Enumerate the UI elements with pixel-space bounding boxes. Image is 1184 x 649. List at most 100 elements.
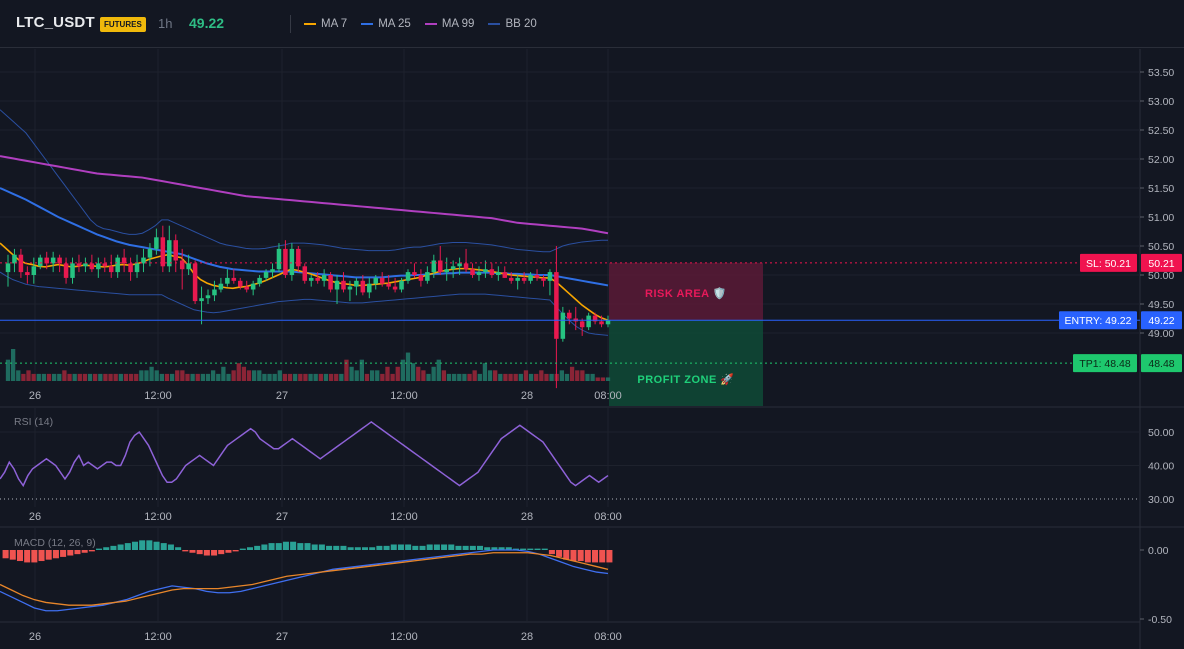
volume-bar (339, 373, 344, 381)
volume-bar (103, 373, 108, 381)
macd-histogram-bar (584, 550, 591, 563)
macd-histogram-bar (167, 544, 174, 550)
price-tick-label: 50.00 (1148, 270, 1174, 282)
macd-histogram-bar (196, 550, 203, 555)
time-tick-label: 28 (521, 631, 533, 643)
candle-body (115, 257, 120, 273)
macd-histogram-bar (512, 548, 519, 550)
time-tick-label: 26 (29, 511, 41, 523)
volume-bar (293, 373, 298, 381)
macd-histogram-bar (232, 550, 239, 552)
volume-bar (323, 373, 329, 381)
legend-item[interactable]: MA 25 (361, 17, 411, 31)
volume-bar (487, 370, 493, 381)
candle-body (231, 277, 237, 281)
macd-histogram-bar (96, 548, 103, 550)
volume-bar (513, 373, 518, 381)
price-tick-label: 49.50 (1148, 299, 1174, 311)
macd-histogram-bar (455, 545, 462, 550)
macd-histogram-bar (239, 548, 246, 550)
candle-body (425, 272, 430, 281)
timeframe-selector[interactable]: 1h (158, 16, 173, 31)
candle-body (238, 280, 243, 287)
macd-histogram-bar (124, 543, 131, 550)
volume-bar (185, 373, 190, 381)
symbol-name[interactable]: LTC_USDT (16, 14, 95, 31)
candle-body (218, 283, 224, 290)
macd-histogram-bar (225, 550, 232, 553)
macd-histogram-bar (548, 550, 555, 555)
volume-bar (472, 370, 477, 381)
legend-item[interactable]: MA 7 (304, 17, 347, 31)
macd-histogram-bar (218, 550, 225, 555)
time-tick-label: 12:00 (144, 631, 172, 643)
time-tick-label: 28 (521, 390, 533, 402)
volume-bar (159, 373, 164, 381)
candle-body (147, 248, 153, 258)
candle-body (476, 272, 482, 275)
candle-body (186, 263, 191, 270)
volume-bar (303, 373, 308, 381)
macd-histogram-bar (541, 548, 548, 550)
macd-histogram-bar (606, 550, 613, 563)
volume-bar (287, 373, 293, 381)
volume-bar (272, 373, 277, 381)
volume-bar (308, 373, 313, 381)
volume-bar (41, 373, 47, 381)
candle-body (412, 272, 417, 275)
legend-label: BB 20 (505, 18, 537, 30)
macd-histogram-bar (520, 548, 527, 550)
rsi-tick-label: 50.00 (1148, 427, 1174, 439)
entry-label-bg (1059, 311, 1137, 330)
candle-body (5, 263, 11, 273)
macd-histogram-bar (369, 547, 376, 550)
macd-histogram-bar (462, 545, 469, 550)
volume-bar (467, 373, 472, 381)
candle-body (521, 277, 527, 281)
legend-swatch (424, 23, 437, 25)
macd-histogram-bar (103, 547, 110, 550)
macd-histogram-bar (476, 545, 484, 550)
candle-body (347, 286, 353, 290)
volume-bar (410, 363, 416, 381)
volume-bar (113, 373, 118, 381)
macd-histogram-bar (81, 550, 88, 553)
macd-histogram-bar (469, 545, 476, 550)
candle-body (586, 315, 591, 328)
macd-histogram-bar (290, 541, 297, 550)
volume-bar (549, 373, 554, 381)
candle-body (108, 266, 114, 273)
candle-body (463, 263, 469, 270)
candle-body (392, 286, 398, 290)
time-tick-label: 12:00 (390, 631, 418, 643)
macd-histogram-bar (433, 544, 440, 550)
volume-bar (544, 373, 549, 381)
volume-bar (67, 373, 72, 381)
candle-body (57, 257, 62, 264)
candle-body (379, 277, 385, 284)
candle-body (96, 263, 101, 270)
candle-body (302, 266, 308, 281)
volume-bar (123, 373, 129, 381)
legend-item[interactable]: MA 99 (424, 17, 474, 31)
macd-tick-label: 0.00 (1148, 545, 1169, 557)
volume-bar (605, 377, 611, 381)
tp-price-tag: 48.48 (1148, 358, 1174, 370)
volume-bar (118, 373, 123, 381)
candle-body (534, 275, 540, 278)
legend-swatch (361, 23, 374, 25)
candle-body (579, 321, 585, 328)
volume-bar (241, 366, 247, 381)
macd-histogram-bar (556, 550, 563, 557)
rsi-line (0, 421, 609, 488)
legend-item[interactable]: BB 20 (488, 17, 537, 31)
macd-histogram-bar (311, 544, 318, 550)
macd-histogram-bar (146, 540, 153, 550)
candle-body (470, 269, 475, 275)
volume-bar (364, 373, 370, 381)
volume-bar (72, 373, 77, 381)
macd-histogram-bar (275, 543, 282, 550)
volume-bar (452, 373, 457, 381)
macd-histogram-bar (38, 550, 45, 562)
